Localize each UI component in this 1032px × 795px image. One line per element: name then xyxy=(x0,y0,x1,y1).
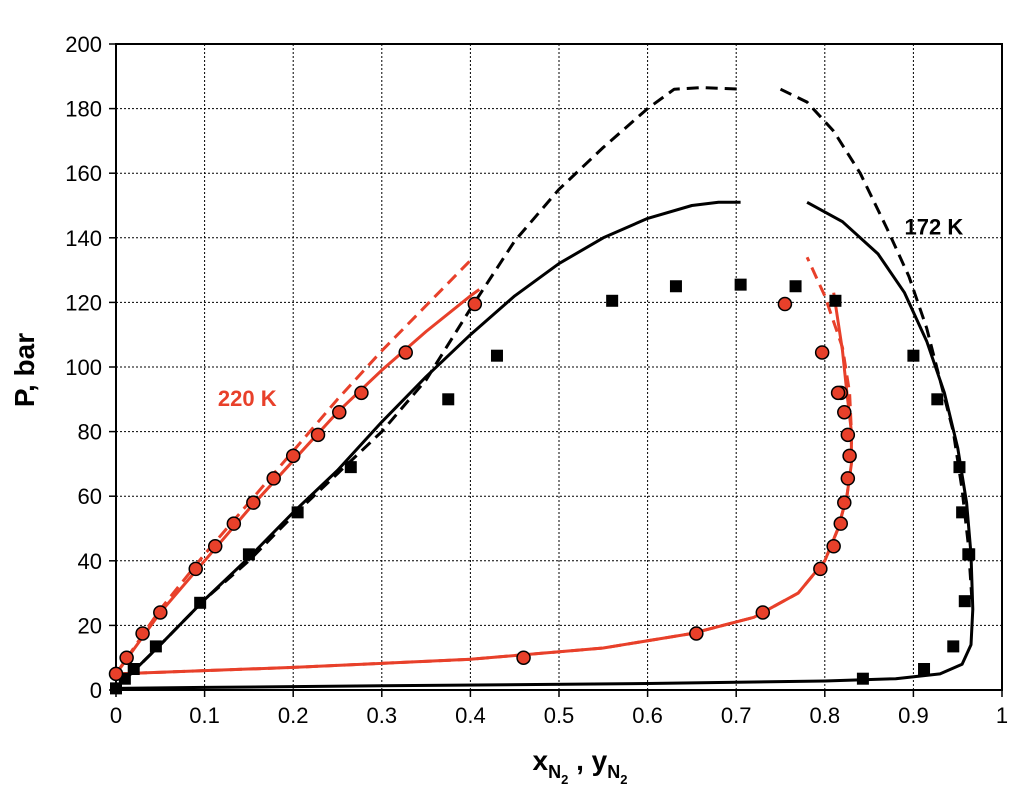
data-point-square xyxy=(956,506,969,519)
data-point-circle xyxy=(755,605,771,620)
y-tick-label: 140 xyxy=(65,226,102,251)
grid xyxy=(116,44,1002,690)
ticks: 0 0.1 0.2 0.3 0.4 0.5 0.6 0.7 0.8 0.9 1 0 20 40 60 80 10… xyxy=(65,32,1008,728)
annotation-label: 172 K xyxy=(905,215,964,240)
annotations: 172 K 220 K xyxy=(218,215,963,411)
data-point-square xyxy=(947,640,960,653)
series-line xyxy=(114,259,472,675)
data-point-circle xyxy=(119,650,134,665)
series-line xyxy=(779,87,974,600)
data-point-circle xyxy=(840,471,856,486)
x-axis-title: xN2 , yN2 xyxy=(533,745,628,787)
y-tick-label: 0 xyxy=(90,678,102,703)
data-point-circle xyxy=(207,539,223,554)
data-point-circle xyxy=(108,666,124,682)
data-point-circle xyxy=(830,385,846,401)
data-point-square xyxy=(110,682,122,695)
data-point-circle xyxy=(826,539,841,554)
x-axis-title-x-sub: N xyxy=(548,762,561,782)
series-line xyxy=(114,200,741,690)
y-tick-label: 80 xyxy=(78,420,102,445)
data-point-circle xyxy=(266,471,281,486)
y-tick-label: 60 xyxy=(78,484,102,509)
data-point-circle xyxy=(354,385,369,401)
data-point-circle xyxy=(398,345,413,360)
y-tick-label: 40 xyxy=(78,549,102,574)
x-axis-title-y-subsub: 2 xyxy=(620,772,627,787)
series-line xyxy=(114,288,481,675)
data-point-circle xyxy=(689,626,704,641)
series-line xyxy=(115,292,853,676)
data-point-square xyxy=(291,506,304,519)
series-line xyxy=(115,200,975,690)
x-axis-title-x-subsub: 2 xyxy=(561,772,568,787)
data-point-circle xyxy=(837,404,852,420)
data-point-square xyxy=(442,393,455,406)
data-point-circle xyxy=(516,650,531,665)
x-axis-title-y: y xyxy=(592,745,608,776)
data-point-circle xyxy=(840,427,856,443)
x-axis-title-x: x xyxy=(533,745,549,776)
x-tick-label: 0.3 xyxy=(367,703,398,728)
data-point-square xyxy=(734,278,747,291)
data-point-circle xyxy=(467,296,483,312)
data-point-circle xyxy=(285,448,301,464)
data-point-circle xyxy=(814,345,830,360)
x-axis-title-y-sub: N xyxy=(607,762,620,782)
data-point-square xyxy=(669,280,682,293)
y-tick-label: 200 xyxy=(65,32,102,57)
x-tick-label: 0.1 xyxy=(189,703,220,728)
data-point-circle xyxy=(135,626,150,641)
x-tick-label: 0.5 xyxy=(544,703,575,728)
data-point-square xyxy=(490,349,503,362)
data-point-square xyxy=(127,663,140,676)
y-tick-label: 20 xyxy=(78,613,102,638)
data-point-circle xyxy=(332,404,347,420)
data-point-square xyxy=(918,663,931,676)
x-tick-label: 0.7 xyxy=(721,703,752,728)
data-point-square xyxy=(149,640,162,653)
data-point-square xyxy=(194,596,207,609)
data-point-circle xyxy=(833,516,848,531)
y-tick-label: 100 xyxy=(65,355,102,380)
x-tick-label: 0.4 xyxy=(455,703,486,728)
data-point-circle xyxy=(188,561,203,577)
data-point-circle xyxy=(837,495,852,510)
data-point-square xyxy=(344,461,357,474)
data-point-square xyxy=(856,672,869,685)
data-point-circle xyxy=(246,495,261,510)
x-tick-label: 0.6 xyxy=(632,703,663,728)
data-point-square xyxy=(606,294,619,307)
x-tick-label: 0.2 xyxy=(278,703,309,728)
series-points xyxy=(108,278,976,695)
x-axis-title-sep: , xyxy=(568,745,591,776)
series-line xyxy=(115,256,853,676)
data-point-circle xyxy=(842,448,857,464)
x-tick-label: 0 xyxy=(110,703,122,728)
data-point-circle xyxy=(777,296,793,312)
data-point-square xyxy=(907,349,920,362)
x-tick-label: 1 xyxy=(996,703,1008,728)
x-tick-label: 0.9 xyxy=(898,703,929,728)
y-tick-label: 120 xyxy=(65,290,102,315)
annotation-label: 220 K xyxy=(218,386,277,411)
data-point-circle xyxy=(153,605,168,620)
data-point-square xyxy=(963,548,976,561)
data-point-circle xyxy=(310,427,326,443)
data-point-square xyxy=(829,294,842,307)
x-tick-label: 0.8 xyxy=(810,703,841,728)
data-point-square xyxy=(242,548,255,561)
data-point-circle xyxy=(813,561,828,577)
data-point-circle xyxy=(226,516,242,531)
data-point-square xyxy=(789,280,802,293)
data-point-square xyxy=(953,461,966,474)
data-point-square xyxy=(931,393,944,406)
data-point-square xyxy=(958,595,971,608)
series-line xyxy=(114,86,741,690)
y-tick-label: 160 xyxy=(65,161,102,186)
y-tick-label: 180 xyxy=(65,97,102,122)
y-axis-title: P, bar xyxy=(9,333,40,407)
